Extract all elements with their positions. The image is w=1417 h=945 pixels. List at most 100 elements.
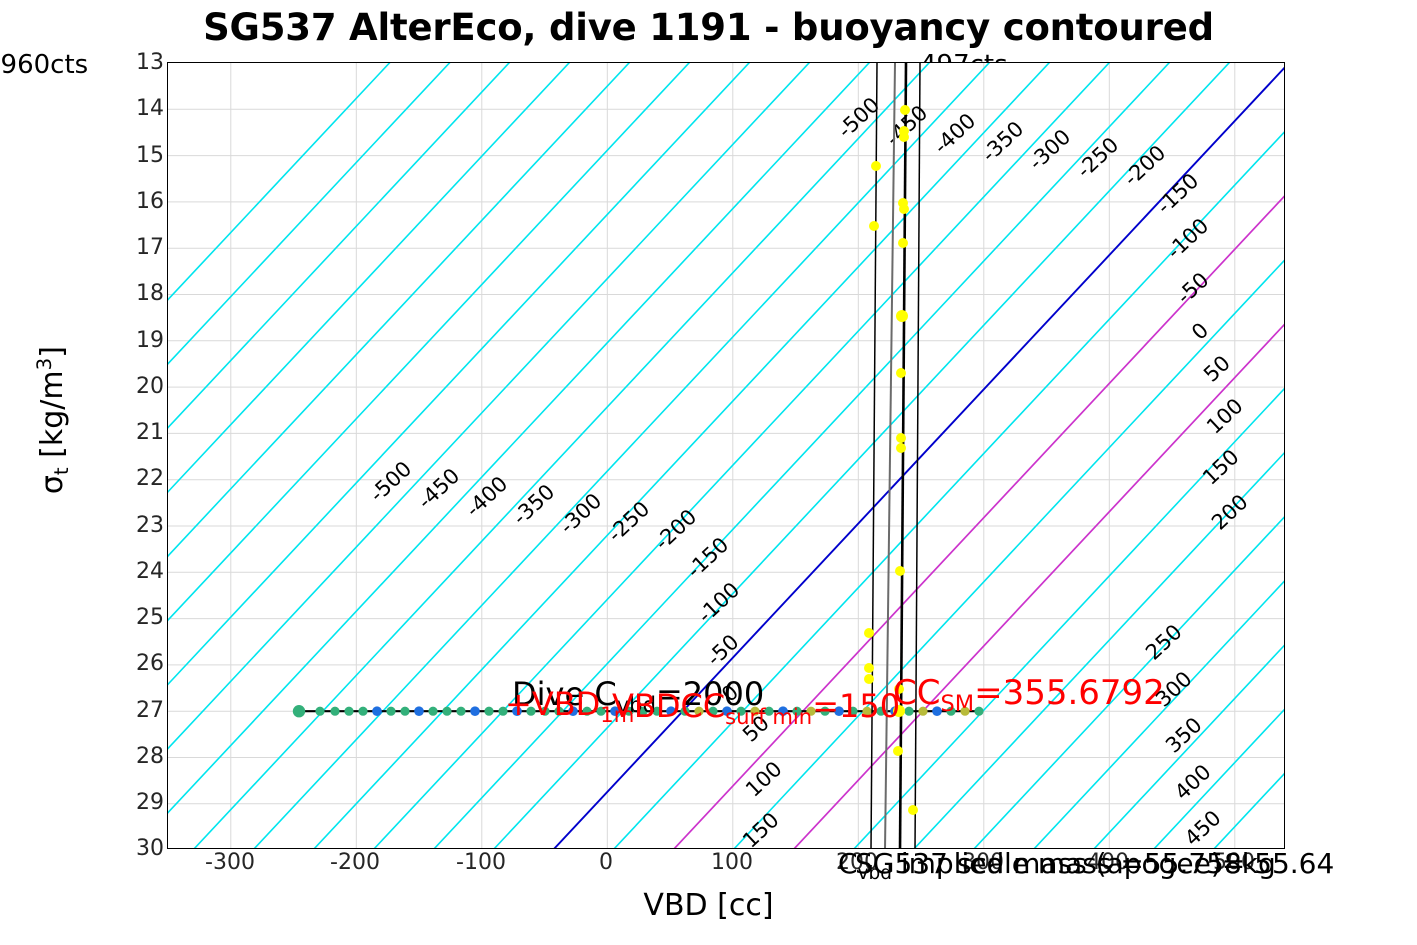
annotation-implied-mass-sub: vbd [857,862,892,884]
svg-text:-300: -300 [555,489,606,539]
ytick-14: 14 [136,96,164,121]
y-axis-unit: [kg/m [34,370,70,468]
annotation-cc-sm-text: CC [893,673,941,713]
ytick-22: 22 [136,466,164,491]
svg-text:-250: -250 [1072,133,1123,183]
ytick-13: 13 [136,50,164,75]
annotation-implied-mass: Cvbd implied mass (apogee)= 55.64 [838,850,1334,883]
svg-text:-50: -50 [1172,268,1213,309]
figure-title: SG537 AlterEco, dive 1191 - buoyancy con… [203,6,1214,49]
dive-track-points-olive [694,706,970,716]
svg-text:350: 350 [1161,713,1207,758]
svg-text:-400: -400 [929,109,980,159]
annotation-dive-cvbd: Dive Cvbd=2000 [512,678,764,715]
svg-text:-350: -350 [508,480,559,530]
xtick-n100: -100 [456,850,506,875]
y-axis-sigma-sub: t [50,467,74,476]
svg-text:400: 400 [1170,760,1216,805]
xtick-200: 200 [836,850,878,875]
ytick-16: 16 [136,189,164,214]
svg-text:-150: -150 [1152,169,1203,219]
svg-text:-250: -250 [603,497,654,547]
ytick-17: 17 [136,235,164,260]
svg-text:-300: -300 [1024,125,1075,175]
xtick-100: 100 [711,850,753,875]
xtick-500: 500 [1213,850,1255,875]
y-axis-sigma: σ [34,475,70,495]
xtick-400: 400 [1087,850,1129,875]
plot-graphics: -500 -450 -400 -350 -300 -250 -200 -150 … [168,63,1284,849]
annotation-vbd-1m-text: +VBD [505,685,601,723]
y-axis-unit-close: ] [34,346,70,358]
y-axis-unit-exp: 3 [32,357,56,371]
profile-lines [870,63,921,848]
counts-label-left: 3960cts [0,50,89,80]
svg-text:-500: -500 [365,457,416,507]
annotation-dive-cvbd-text: Dive C [512,675,617,713]
annotation-vbdcc-value: =150 [812,687,901,725]
ytick-24: 24 [136,559,164,584]
xtick-n300: -300 [205,850,255,875]
annotation-scale-mass: SG537 scale mass =55.758kg [855,847,1276,880]
ytick-28: 28 [136,744,164,769]
ytick-15: 15 [136,143,164,168]
profile-line-c [898,63,908,848]
svg-text:-350: -350 [977,117,1028,167]
svg-text:-450: -450 [413,464,464,514]
svg-text:-100: -100 [1162,214,1213,264]
annotation-implied-mass-c: C [838,847,858,880]
profile-line-b [884,63,896,848]
xtick-0: 0 [599,850,613,875]
svg-text:150: 150 [1198,445,1244,490]
svg-text:150: 150 [738,808,784,849]
xtick-n200: -200 [330,850,380,875]
ytick-29: 29 [136,790,164,815]
annotation-vbdcc-text: VBDCC [612,687,726,725]
svg-text:50: 50 [1199,351,1235,387]
ytick-18: 18 [136,281,164,306]
buoyancy-contours [168,63,1284,848]
ytick-25: 25 [136,605,164,630]
svg-text:-400: -400 [461,472,512,522]
profile-markers-yellow [864,105,918,815]
ytick-21: 21 [136,420,164,445]
annotation-vbd-1m-sub: 1m [600,701,635,727]
svg-text:-100: -100 [693,578,744,628]
ytick-30: 30 [136,836,164,861]
ytick-20: 20 [136,374,164,399]
annotation-cc-sm-sub: SM [940,691,975,718]
xtick-300: 300 [962,850,1004,875]
x-axis-label: VBD [cc] [643,888,774,923]
profile-line-d [914,63,921,848]
ytick-23: 23 [136,513,164,538]
annotation-cc-sm-value: =355.6792 [974,673,1165,713]
contour-200 [793,323,1284,848]
annotation-vbdcc-surf-min: VBDCCsurf min=150 [612,690,900,727]
contour-zero [553,66,1284,848]
annotation-vbd-1m: +VBD1m [505,688,634,725]
svg-text:-200: -200 [650,505,701,555]
annotation-dive-cvbd-value: =2000 [655,675,765,713]
ytick-19: 19 [136,328,164,353]
plot-area: -500 -450 -400 -350 -300 -250 -200 -150 … [167,62,1285,849]
ytick-27: 27 [136,698,164,723]
annotation-vbdcc-sub: surf min [725,703,813,729]
annotation-dive-cvbd-sub: vbd [616,691,656,717]
profile-line-a [870,63,878,848]
svg-text:-200: -200 [1119,141,1170,191]
svg-text:100: 100 [1202,394,1248,439]
dive-track-points-green [292,705,984,718]
grid-lines [168,63,1284,848]
svg-text:450: 450 [1180,806,1226,849]
contour-100 [673,195,1284,848]
svg-text:250: 250 [1141,620,1187,665]
svg-text:100: 100 [741,757,787,802]
annotation-cc-sm: CCSM=355.6792 [893,676,1165,716]
y-axis-label: σt [kg/m3] [33,305,73,535]
annotation-implied-mass-rest: implied mass (apogee)= 55.64 [891,847,1335,880]
contour-labels-top: -500 -450 -400 -350 -300 -250 -200 -150 … [833,93,1253,535]
contour-labels-upper-left: -500 -450 -400 -350 -300 -250 -200 -150 … [365,457,787,849]
ytick-26: 26 [136,651,164,676]
contour-labels-lower-right: 250 300 350 400 450 500 [1141,620,1226,849]
